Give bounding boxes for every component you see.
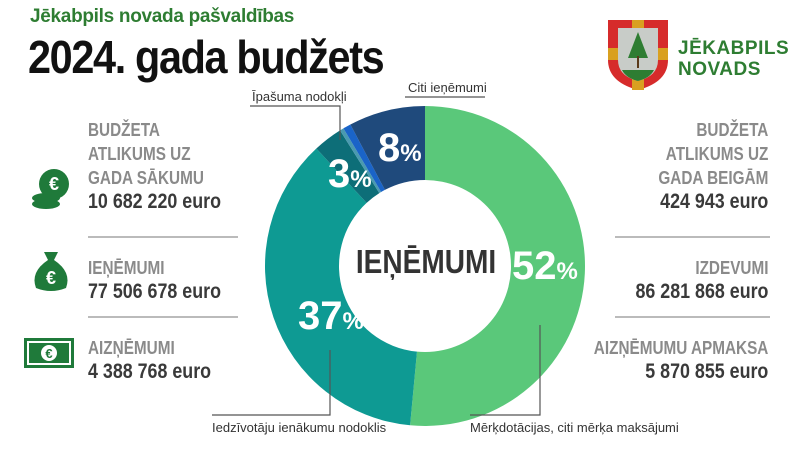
stat-opening-balance: BUDŽETA ATLIKUMS UZ GADA SĀKUMU 10 682 220… (88, 120, 221, 213)
stat-loan-repayment: AIZŅĒMUMU APMAKSA 5 870 855 euro (593, 338, 768, 383)
label-other-revenue: Citi ieņēmumi (408, 80, 487, 95)
divider (615, 236, 770, 238)
donut-center-title: IEŅĒMUMI (355, 243, 497, 280)
divider (88, 236, 238, 238)
divider (615, 316, 770, 318)
pct-label-property-tax: 3% (328, 152, 372, 196)
leader-line (250, 105, 341, 140)
stat-expenditure: IZDEVUMI 86 281 868 euro (635, 258, 768, 303)
svg-text:€: € (45, 346, 52, 361)
label-income-tax: Iedzīvotāju ienākumu nodoklis (212, 420, 387, 435)
donut-slice-4 (343, 124, 385, 193)
stat-closing-balance: BUDŽETA ATLIKUMS UZ GADA BEIGĀM 424 943 eu… (658, 120, 768, 213)
pct-label-grants: 52% (512, 244, 578, 288)
svg-text:€: € (46, 268, 56, 288)
pct-label-income-tax: 37% (298, 294, 364, 338)
label-grants: Mērķdotācijas, citi mērķa maksājumi (470, 420, 679, 435)
leader-line (470, 325, 541, 416)
donut-slice-1 (264, 148, 417, 426)
logo-text: JĒKABPILS NOVADS (678, 38, 790, 80)
banknote-euro-icon: € (24, 338, 74, 368)
leader-line (212, 350, 331, 416)
coins-euro-icon: € (32, 169, 69, 209)
donut-slice-5 (350, 106, 425, 190)
donut-slice-2 (316, 130, 380, 203)
pct-label-other: 8% (378, 126, 422, 170)
page-title: 2024. gada budžets (28, 31, 385, 83)
subtitle: Jēkabpils novada pašvaldības (30, 6, 295, 27)
divider (88, 316, 238, 318)
stat-revenue: IEŅĒMUMI 77 506 678 euro (88, 258, 221, 303)
money-bag-euro-icon: € (34, 252, 68, 291)
donut-slice-3 (340, 128, 382, 194)
svg-text:€: € (49, 174, 59, 194)
stat-borrowings: AIZŅĒMUMI 4 388 768 euro (88, 338, 212, 383)
donut-slice-0 (410, 106, 585, 426)
coat-of-arms-logo (608, 20, 668, 90)
label-property-tax: Īpašuma nodokļi (252, 89, 347, 104)
